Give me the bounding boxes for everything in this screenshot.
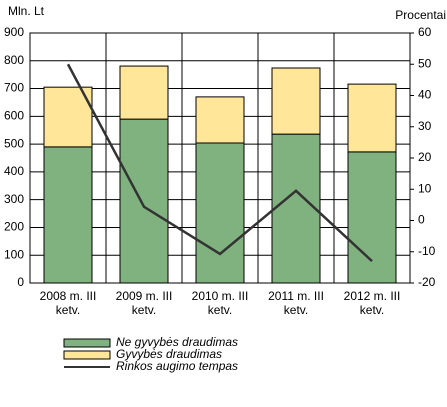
y-tick-label: 500 bbox=[4, 136, 24, 150]
y2-tick-label: 50 bbox=[418, 56, 432, 70]
y-axis-title: Mln. Lt bbox=[8, 4, 45, 18]
bar-segment bbox=[195, 142, 245, 284]
y-tick-label: 400 bbox=[4, 164, 24, 178]
y-tick-label: 300 bbox=[4, 192, 24, 206]
bar-segment bbox=[119, 65, 169, 120]
y-tick-label: 100 bbox=[4, 247, 24, 261]
x-tick-label: 2011 m. III ketv. bbox=[268, 289, 324, 317]
legend-swatch bbox=[63, 338, 111, 348]
bar-segment bbox=[347, 151, 397, 284]
y2-tick-label: 60 bbox=[418, 25, 432, 39]
bar-segment bbox=[43, 146, 93, 284]
bar-segment bbox=[271, 67, 321, 135]
plot-border bbox=[29, 32, 411, 284]
y-tick-label: 800 bbox=[4, 53, 24, 67]
y-tick-label: 0 bbox=[17, 275, 24, 289]
x-tick-label: 2009 m. III ketv. bbox=[115, 289, 173, 317]
y2-tick-label: 10 bbox=[418, 181, 432, 195]
x-tick-label: 2008 m. III ketv. bbox=[39, 289, 97, 317]
legend-label: Gyvybės draudimas bbox=[116, 347, 222, 361]
bar-segment bbox=[195, 96, 245, 144]
x-tick-label: 2010 m. III ketv. bbox=[191, 289, 249, 317]
line-series bbox=[66, 63, 373, 263]
y2-tick-label: 0 bbox=[418, 213, 425, 227]
y-tick-label: 900 bbox=[4, 25, 24, 39]
x-tick-label: 2012 m. III ketv. bbox=[343, 289, 401, 317]
y2-tick-label: 20 bbox=[418, 150, 432, 164]
y2-tick-label: -20 bbox=[418, 275, 436, 289]
y2-tick-label: -10 bbox=[418, 244, 436, 258]
y-tick-label: 700 bbox=[4, 81, 24, 95]
bar-segment bbox=[43, 86, 93, 148]
y-tick-label: 600 bbox=[4, 109, 24, 123]
legend-swatch bbox=[63, 350, 111, 360]
legend-label: Ne gyvybės draudimas bbox=[116, 335, 238, 349]
bar-segment bbox=[347, 83, 397, 153]
y2-tick-label: 30 bbox=[418, 119, 432, 133]
bar-segment bbox=[271, 133, 321, 284]
legend-label: Rinkos augimo tempas bbox=[116, 359, 238, 373]
y2-tick-label: 40 bbox=[418, 88, 432, 102]
bar-segment bbox=[119, 118, 169, 284]
y2-axis-title: Procentai bbox=[395, 8, 446, 22]
y-tick-label: 200 bbox=[4, 220, 24, 234]
